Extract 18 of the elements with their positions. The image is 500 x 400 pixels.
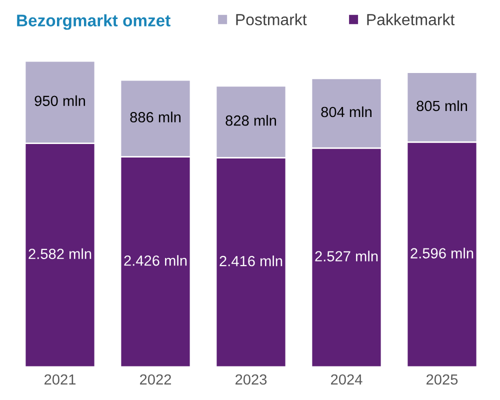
data-label: 950 mln [34,95,85,106]
x-tick-label: 2022 [140,374,171,385]
data-label: 804 mln [321,106,372,118]
data-label: 805 mln [416,100,467,112]
data-label: 2.582 mln [28,248,92,260]
x-tick-label: 2025 [426,374,458,385]
legend-label: Postmarkt [236,14,307,26]
data-label: 2.527 mln [315,250,378,262]
x-tick-label: 2021 [44,374,76,385]
data-label: 2.416 mln [220,256,282,266]
data-label: 2.426 mln [124,255,187,266]
legend-label: Pakketmarkt [367,14,455,26]
data-label: 2.596 mln [410,248,474,258]
x-tick-label: 2023 [236,374,267,385]
data-label: 886 mln [130,112,180,122]
chart-title: Bezorgmarkt omzet [17,14,170,30]
data-label: 828 mln [226,115,276,126]
x-tick-label: 2024 [331,374,362,385]
